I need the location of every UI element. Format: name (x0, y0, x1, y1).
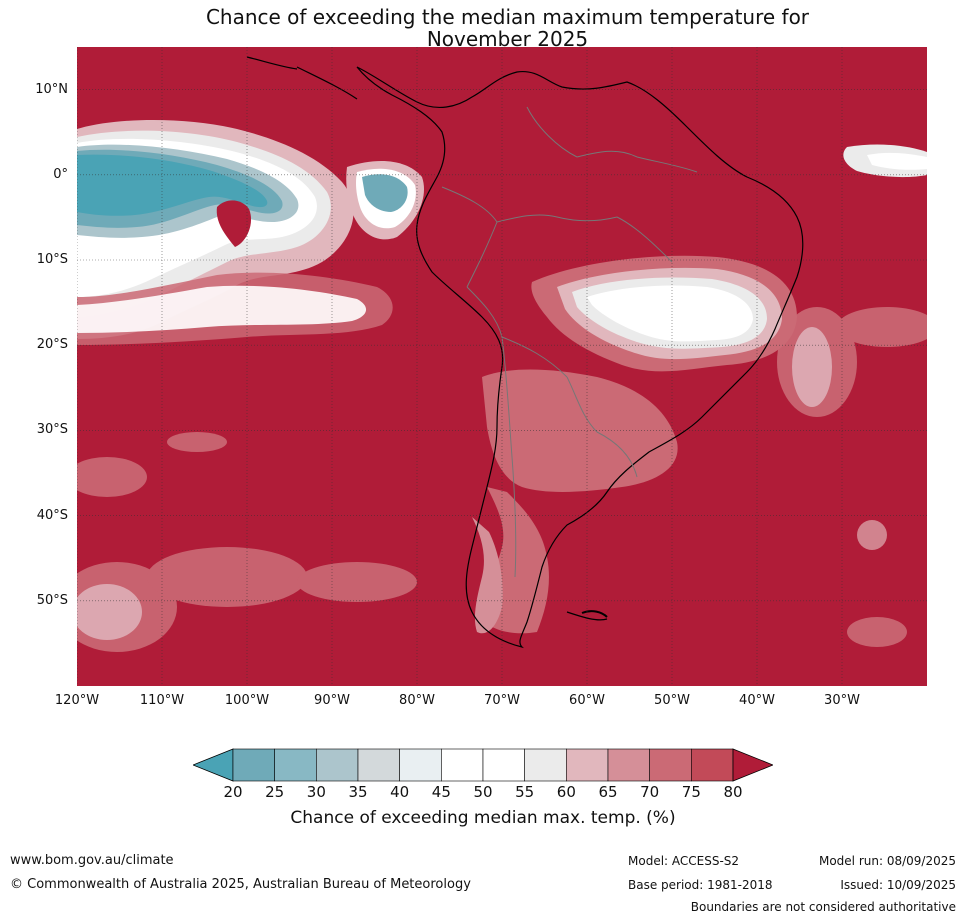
colorbar-tick-label: 20 (223, 783, 243, 801)
coastline (246, 56, 804, 649)
colorbar-segment (482, 748, 525, 782)
chart-title-line-1: Chance of exceeding the median maximum t… (205, 5, 810, 29)
longitude-label: 60°W (569, 693, 605, 708)
copyright-text: © Commonwealth of Australia 2025, Austra… (10, 877, 471, 892)
forecast-map (77, 47, 927, 686)
map-canvas (77, 47, 927, 686)
longitude-label: 90°W (314, 693, 350, 708)
latitude-label: 20°S (36, 337, 68, 353)
boundaries-disclaimer: Boundaries are not considered authoritat… (690, 900, 956, 914)
latitude-label: 10°N (35, 81, 68, 97)
colorbar-segment (691, 748, 734, 782)
colorbar-tick-label: 70 (640, 783, 660, 801)
colorbar-segment (357, 748, 400, 782)
colorbar-tick-label: 30 (306, 783, 326, 801)
latitude-label: 50°S (36, 592, 68, 608)
colorbar-segment (566, 748, 609, 782)
colorbar-tick-label: 45 (431, 783, 451, 801)
colorbar-tick-label: 60 (556, 783, 576, 801)
colorbar-tick-label: 50 (473, 783, 493, 801)
longitude-label: 30°W (824, 693, 860, 708)
colorbar-segment (524, 748, 567, 782)
latitude-label: 10°S (36, 252, 68, 267)
colorbar-tick-label: 35 (348, 783, 368, 801)
longitude-label: 80°W (399, 693, 435, 708)
country-borders (441, 106, 698, 578)
longitude-label: 40°W (739, 693, 775, 708)
issued-date: Issued: 10/09/2025 (840, 878, 956, 892)
colorbar-segment (316, 748, 359, 782)
colorbar-label: Chance of exceeding median max. temp. (%… (290, 808, 676, 828)
latitude-label: 30°S (36, 422, 68, 438)
colorbar-segment (607, 748, 650, 782)
colorbar-tick-label: 65 (598, 783, 618, 801)
colorbar-tick-label: 25 (265, 783, 285, 801)
colorbar (193, 748, 773, 782)
model-run-date: Model run: 08/09/2025 (818, 854, 956, 868)
longitude-label: 110°W (139, 693, 185, 708)
colorbar-tick-label: 75 (681, 783, 701, 801)
longitude-label: 120°W (54, 693, 100, 708)
website-link[interactable]: www.bom.gov.au/climate (10, 853, 174, 868)
gridlines (77, 47, 927, 686)
longitude-label: 50°W (654, 693, 690, 708)
colorbar-segment (649, 748, 692, 782)
model-name: Model: ACCESS-S2 (628, 854, 740, 868)
colorbar-tick-label: 80 (723, 783, 743, 801)
colorbar-segment (441, 748, 484, 782)
brazil-cool-region (531, 255, 797, 372)
colorbar-tick-label: 55 (515, 783, 535, 801)
colorbar-high-arrow (732, 748, 773, 782)
colorbar-segment (399, 748, 442, 782)
latitude-label: 40°S (36, 507, 68, 523)
colorbar-low-arrow (193, 748, 234, 782)
colorbar-segment (232, 748, 275, 782)
latitude-label: 0° (53, 166, 68, 182)
ocean-patches (77, 307, 927, 652)
longitude-label: 70°W (484, 693, 520, 708)
colorbar-segment (274, 748, 317, 782)
colorbar-tick-label: 40 (390, 783, 410, 801)
longitude-label: 100°W (224, 693, 270, 708)
base-period: Base period: 1981-2018 (628, 878, 773, 892)
chart-title-line-2: November 2025 (426, 27, 589, 51)
